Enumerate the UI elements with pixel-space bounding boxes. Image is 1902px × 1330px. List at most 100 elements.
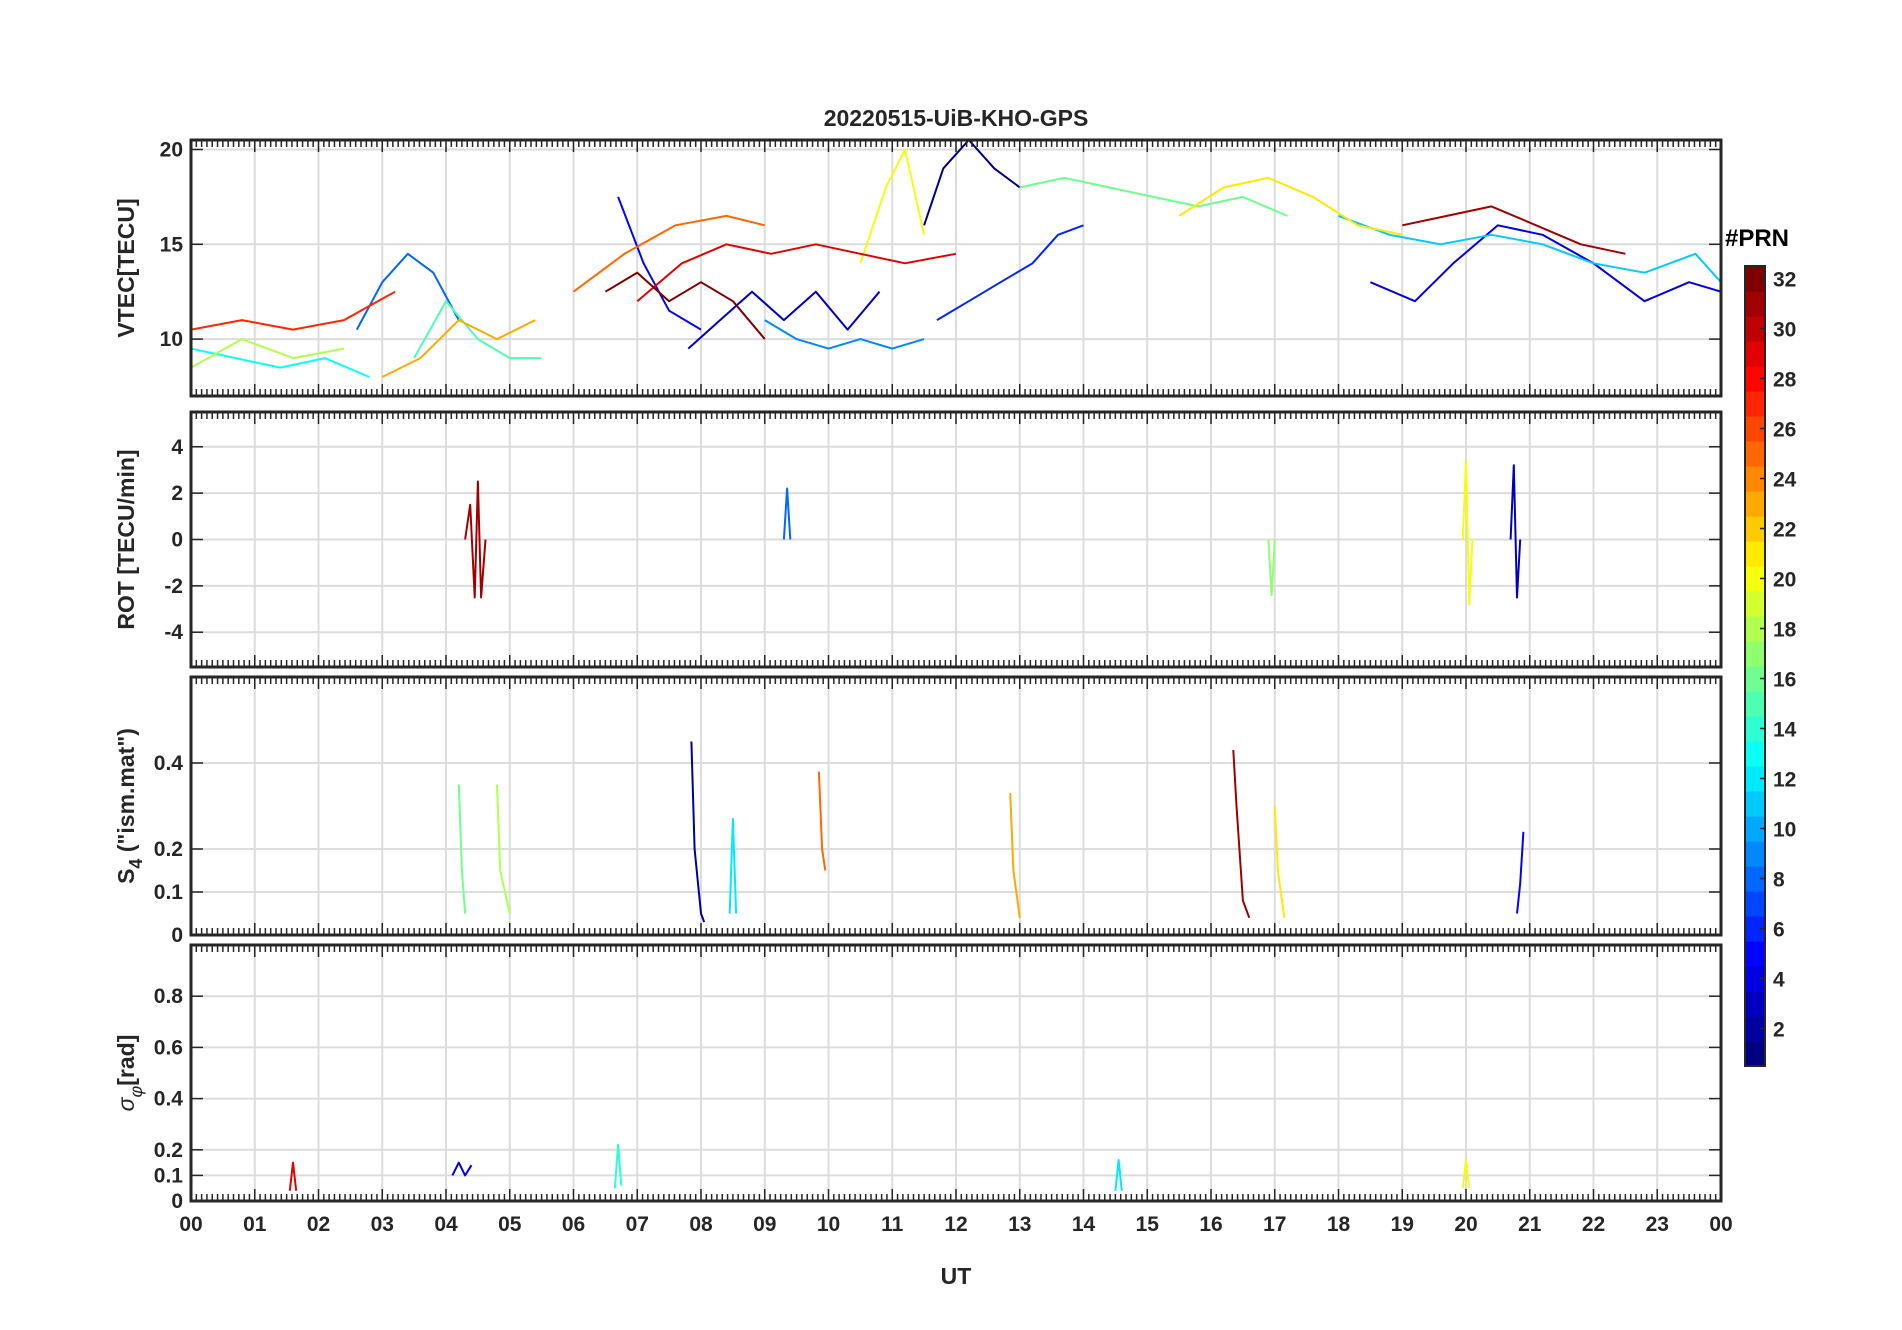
series-line-prn-12 xyxy=(1114,1159,1123,1191)
colorbar-segment xyxy=(1745,966,1765,992)
colorbar-segment xyxy=(1745,441,1765,467)
colorbar-tick-label: 16 xyxy=(1773,669,1796,692)
x-ticks-sigma xyxy=(190,945,1722,1202)
colorbar-segment xyxy=(1745,791,1765,817)
series-line-prn-31 xyxy=(464,480,487,599)
colorbar-segment xyxy=(1745,466,1765,492)
y-tick-label: 10 xyxy=(160,328,183,351)
x-tick-label: 19 xyxy=(1391,1213,1414,1236)
colorbar-segment xyxy=(1745,866,1765,892)
colorbar-segment xyxy=(1745,1016,1765,1042)
series-line-prn-18 xyxy=(191,338,345,369)
colorbar-tick-label: 8 xyxy=(1773,869,1785,892)
colorbar-segment xyxy=(1745,991,1765,1017)
series-line-prn-31 xyxy=(1402,205,1626,255)
series-line-prn-27 xyxy=(191,290,396,331)
series-line-prn-3 xyxy=(1509,464,1522,599)
colorbar-tick-label: 28 xyxy=(1773,369,1797,392)
colorbar-segment xyxy=(1745,591,1765,617)
x-tick-label: 10 xyxy=(817,1213,840,1236)
panel-vtec: 10 15 20 VTEC[TECU] xyxy=(113,138,1723,398)
y-tick-label: 0.4 xyxy=(154,752,184,775)
y-tick-label: 0.8 xyxy=(154,985,184,1008)
y-tick-label: 0 xyxy=(171,529,183,552)
x-tick-label: 22 xyxy=(1582,1213,1605,1236)
series-line-prn-8 xyxy=(355,252,460,331)
y-tick-label: 0 xyxy=(171,1190,183,1213)
y-axis-label-vtec: VTEC[TECU] xyxy=(113,198,139,337)
x-tick-label: 00 xyxy=(1709,1213,1732,1236)
series-line-prn-13 xyxy=(191,347,370,378)
series-line-prn-8 xyxy=(782,487,792,540)
series-line-prn-2 xyxy=(690,741,706,923)
x-tick-label: 06 xyxy=(562,1213,585,1236)
panel-sigma: 0 0.10.2 0.4 0.6 0.8 σφ[rad] 00 01 02 03 04 05 06 07 0… xyxy=(113,943,1733,1236)
series-line-prn-17 xyxy=(1267,539,1276,597)
chart-title: 20220515-UiB-KHO-GPS xyxy=(824,105,1089,131)
grid-rot xyxy=(190,412,1722,667)
x-tick-label: 23 xyxy=(1646,1213,1669,1236)
x-tick-label: 02 xyxy=(307,1213,330,1236)
series-line-prn-1 xyxy=(923,140,1021,226)
series-line-prn-21 xyxy=(1178,176,1403,236)
colorbar-segment xyxy=(1745,291,1765,317)
series-line-prn-23 xyxy=(381,319,536,378)
colorbar-segment xyxy=(1745,541,1765,567)
series-sigma xyxy=(288,1143,1471,1191)
series-line-prn-20 xyxy=(1461,459,1474,606)
series-line-prn-29 xyxy=(288,1161,298,1191)
x-tick-label: 11 xyxy=(881,1213,904,1236)
x-tick-label: 09 xyxy=(753,1213,776,1236)
colorbar-segment xyxy=(1745,341,1765,367)
y-tick-label: -2 xyxy=(164,575,183,598)
x-tick-label: 20 xyxy=(1454,1213,1477,1236)
series-line-prn-23 xyxy=(1009,793,1021,918)
series-line-prn-4 xyxy=(1370,224,1721,303)
series-line-prn-5 xyxy=(617,196,702,331)
series-line-prn-16 xyxy=(457,784,467,914)
y-tick-label: 0.1 xyxy=(154,881,184,904)
series-line-prn-20 xyxy=(859,148,926,264)
y-tick-label: 0.6 xyxy=(154,1036,183,1059)
x-tick-label: 14 xyxy=(1072,1213,1096,1236)
x-axis-label: UT xyxy=(941,1263,972,1289)
x-tick-label: 07 xyxy=(626,1213,649,1236)
x-ticks-s4 xyxy=(190,677,1722,936)
colorbar-tick-label: 26 xyxy=(1773,419,1796,442)
y-tick-label: -4 xyxy=(164,621,183,644)
y-tick-label: 20 xyxy=(160,138,183,161)
colorbar-segment xyxy=(1745,716,1765,742)
x-tick-label: 12 xyxy=(944,1213,967,1236)
y-tick-label: 0.1 xyxy=(154,1164,184,1187)
x-tick-label: 05 xyxy=(498,1213,522,1236)
series-line-prn-12 xyxy=(728,817,738,914)
x-tick-label: 08 xyxy=(689,1213,713,1236)
y-tick-label: 4 xyxy=(171,436,183,459)
colorbar-tick-label: 32 xyxy=(1773,269,1796,292)
x-tick-label: 00 xyxy=(179,1213,202,1236)
y-tick-label: 0.2 xyxy=(154,1139,183,1162)
series-line-prn-18 xyxy=(496,784,511,914)
x-tick-label: 18 xyxy=(1327,1213,1351,1236)
colorbar-segment xyxy=(1745,691,1765,717)
series-line-prn-21 xyxy=(1273,805,1286,918)
series-rot xyxy=(464,459,1522,606)
series-line-prn-25 xyxy=(817,771,827,871)
x-tick-label: 17 xyxy=(1263,1213,1286,1236)
x-tick-label: 21 xyxy=(1518,1213,1542,1236)
colorbar-segment xyxy=(1745,841,1765,867)
colorbar-tick-label: 30 xyxy=(1773,319,1796,342)
series-line-prn-6 xyxy=(936,224,1084,321)
x-tick-label: 16 xyxy=(1199,1213,1222,1236)
series-line-prn-20 xyxy=(1461,1159,1471,1189)
colorbar-segment xyxy=(1745,491,1765,517)
colorbar-segment xyxy=(1745,641,1765,667)
y-axis-label-sigma: σφ[rad] xyxy=(113,1035,146,1112)
series-line-prn-15 xyxy=(413,300,542,360)
colorbar-segment xyxy=(1745,741,1765,767)
series-line-prn-32 xyxy=(604,271,766,340)
x-tick-label: 03 xyxy=(371,1213,394,1236)
y-tick-label: 0.4 xyxy=(154,1088,184,1111)
series-line-prn-31 xyxy=(1232,750,1251,919)
